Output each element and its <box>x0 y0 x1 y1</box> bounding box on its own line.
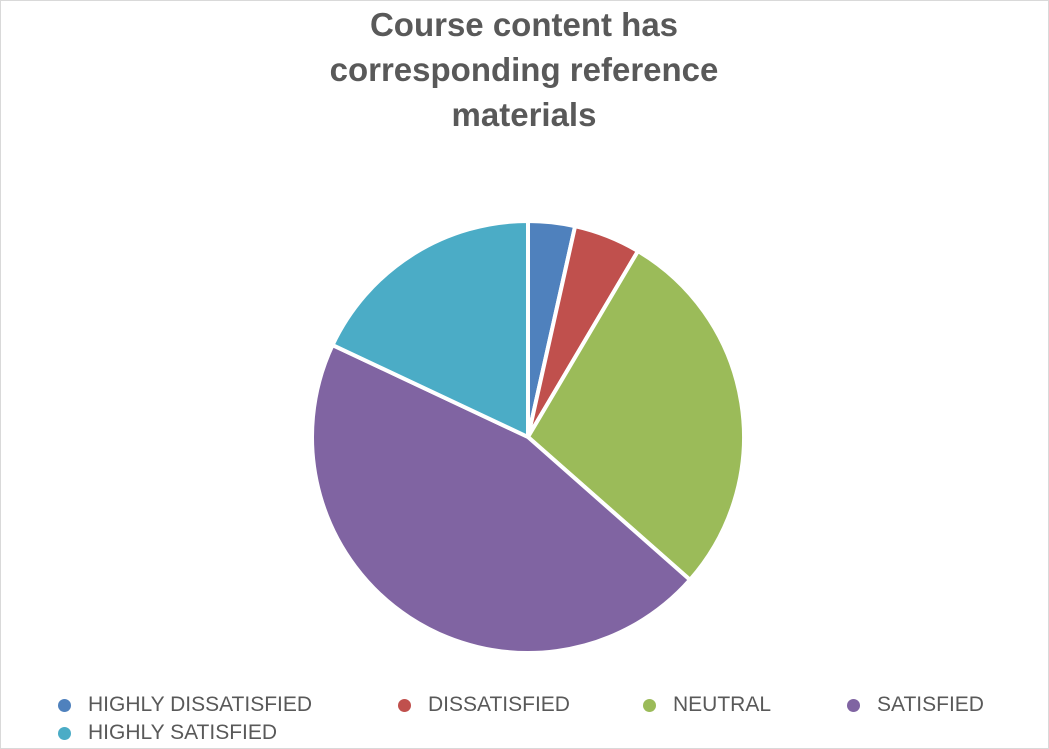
legend-marker-neutral <box>643 698 656 712</box>
legend-label-satisfied: SATISFIED <box>877 693 984 716</box>
pie-slice-highly-satisfied <box>330 219 530 439</box>
legend-label-highly-satisfied: HIGHLY SATISFIED <box>88 721 278 744</box>
legend-marker-highly-dissatisfied <box>58 698 71 712</box>
chart-title: Course content has corresponding referen… <box>329 6 719 133</box>
legend-marker-dissatisfied <box>398 698 411 712</box>
legend-marker-satisfied <box>847 698 860 712</box>
legend-item-highly-dissatisfied: HIGHLY DISSATISFIED <box>58 691 312 719</box>
legend-marker-highly-satisfied <box>58 726 71 740</box>
legend-item-neutral: NEUTRAL <box>643 691 771 719</box>
legend-label-neutral: NEUTRAL <box>673 693 772 716</box>
legend-label-dissatisfied: DISSATISFIED <box>428 693 570 716</box>
legend-item-satisfied: SATISFIED <box>847 691 984 719</box>
legend-item-dissatisfied: DISSATISFIED <box>398 691 570 719</box>
legend-label-highly-dissatisfied: HIGHLY DISSATISFIED <box>88 693 313 716</box>
pie-slice-neutral <box>526 249 746 582</box>
pie-slice-satisfied <box>310 343 693 655</box>
legend-item-highly-satisfied: HIGHLY SATISFIED <box>58 719 277 747</box>
